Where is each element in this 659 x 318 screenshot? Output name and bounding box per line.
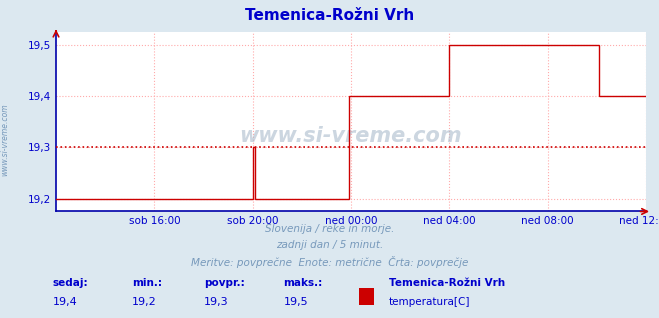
Text: Slovenija / reke in morje.: Slovenija / reke in morje. bbox=[265, 224, 394, 234]
Text: sedaj:: sedaj: bbox=[53, 278, 88, 288]
Text: Temenica-Rožni Vrh: Temenica-Rožni Vrh bbox=[245, 8, 414, 23]
Text: temperatura[C]: temperatura[C] bbox=[389, 297, 471, 307]
Text: www.si-vreme.com: www.si-vreme.com bbox=[1, 104, 10, 176]
Text: 19,5: 19,5 bbox=[283, 297, 308, 307]
Text: maks.:: maks.: bbox=[283, 278, 323, 288]
Text: min.:: min.: bbox=[132, 278, 162, 288]
Text: zadnji dan / 5 minut.: zadnji dan / 5 minut. bbox=[276, 240, 383, 250]
Text: www.si-vreme.com: www.si-vreme.com bbox=[240, 126, 462, 146]
Text: povpr.:: povpr.: bbox=[204, 278, 245, 288]
Text: Temenica-Rožni Vrh: Temenica-Rožni Vrh bbox=[389, 278, 505, 288]
Text: 19,4: 19,4 bbox=[53, 297, 78, 307]
Text: Meritve: povprečne  Enote: metrične  Črta: povprečje: Meritve: povprečne Enote: metrične Črta:… bbox=[191, 256, 468, 268]
Text: 19,2: 19,2 bbox=[132, 297, 157, 307]
Text: 19,3: 19,3 bbox=[204, 297, 229, 307]
